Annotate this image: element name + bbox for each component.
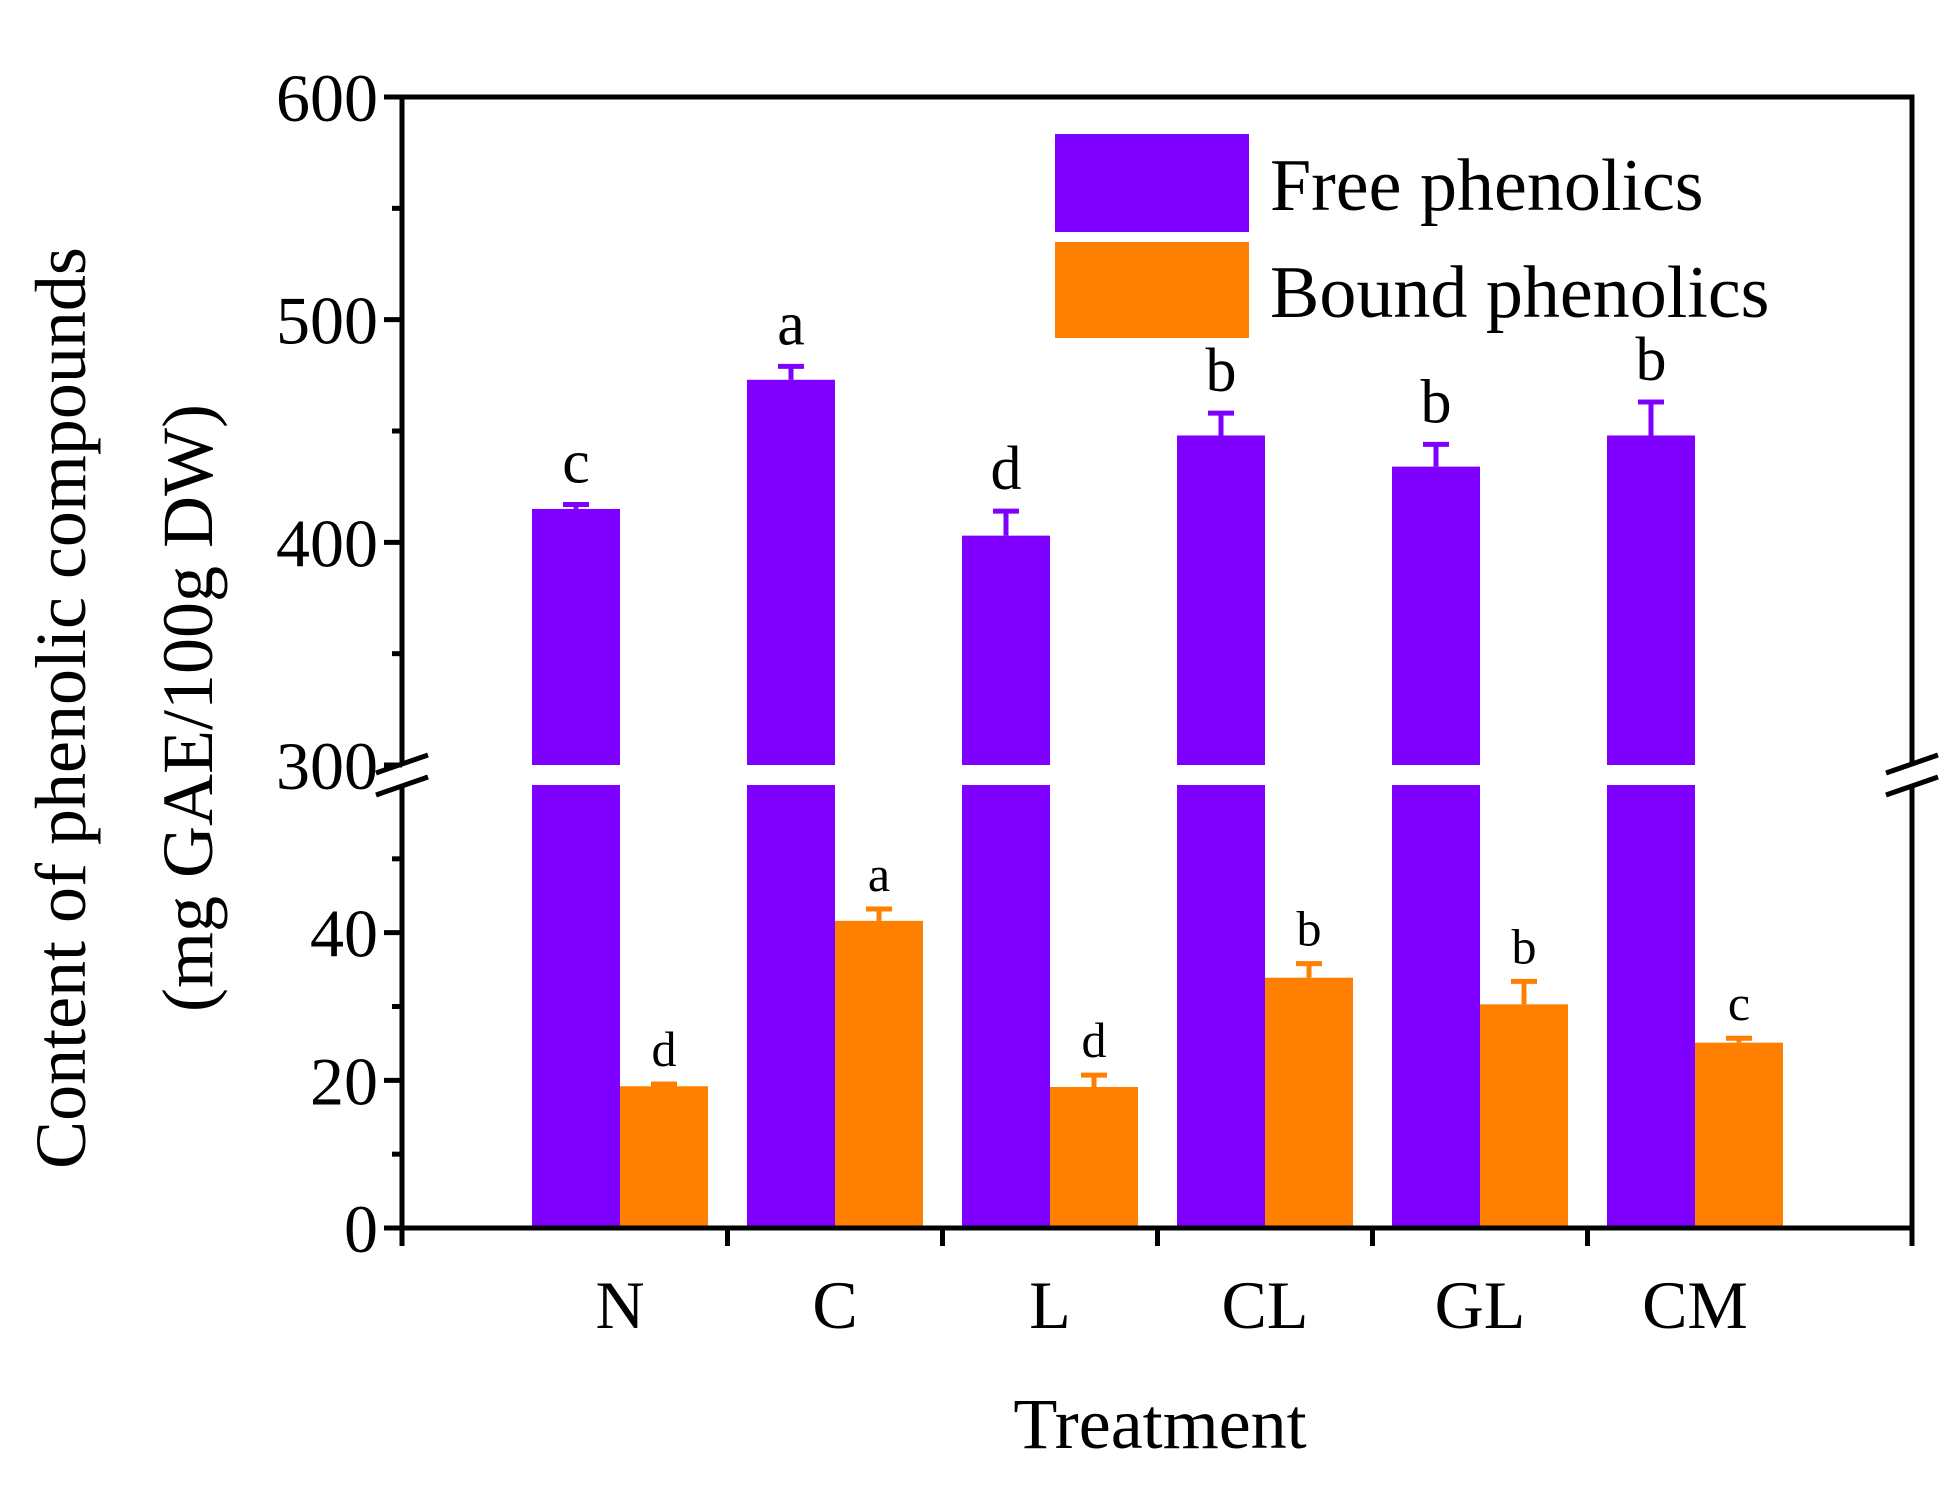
x-category-label-CL: CL	[1222, 1267, 1309, 1343]
y-axis-title-line1: Content of phenolic compounds	[21, 247, 101, 1169]
x-category-label-CM: CM	[1642, 1267, 1748, 1343]
bar-bound-N	[620, 1086, 708, 1228]
bar-free-N	[532, 508, 620, 1228]
break-gap-band	[405, 765, 1909, 785]
y-tick-label-300: 300	[276, 728, 378, 804]
y-tick-label-40: 40	[310, 896, 378, 972]
significance-label-free-N: c	[562, 428, 590, 496]
x-category-label-L: L	[1029, 1267, 1071, 1343]
error-bar-bound-CL	[1296, 961, 1322, 978]
error-bar-free-L	[993, 508, 1019, 536]
bar-free-CL	[1177, 435, 1265, 1228]
significance-label-free-C: a	[777, 290, 805, 358]
significance-label-free-GL: b	[1421, 368, 1452, 436]
error-bar-bound-N	[651, 1081, 677, 1087]
bar-free-L	[962, 535, 1050, 1228]
bar-bound-CM	[1695, 1042, 1783, 1228]
error-bar-bound-CM	[1726, 1035, 1752, 1043]
legend-swatch-free	[1055, 134, 1249, 232]
error-bar-free-CL	[1208, 410, 1234, 436]
y-tick-label-20: 20	[310, 1043, 378, 1119]
x-category-label-N: N	[595, 1267, 644, 1343]
axis-break-mark-right	[1885, 752, 1939, 798]
significance-label-bound-CM: c	[1728, 975, 1750, 1031]
error-bar-free-N	[563, 501, 589, 509]
x-axis-title: Treatment	[1013, 1384, 1306, 1464]
bar-free-C	[747, 379, 835, 1229]
legend-swatch-bound	[1055, 242, 1249, 338]
error-bar-bound-L	[1081, 1072, 1107, 1087]
x-category-label-C: C	[812, 1267, 857, 1343]
y-axis-title: Content of phenolic compounds (mg GAE/10…	[21, 247, 228, 1169]
significance-label-bound-C: a	[868, 846, 890, 902]
significance-label-free-CL: b	[1206, 337, 1237, 405]
bar-bound-C	[835, 920, 923, 1228]
error-bars-layer	[563, 363, 1752, 1087]
y-tick-label-400: 400	[276, 505, 378, 581]
y-axis-title-line2: (mg GAE/100g DW)	[148, 404, 228, 1012]
error-bar-bound-C	[866, 906, 892, 921]
bar-free-GL	[1392, 466, 1480, 1228]
y-tick-label-600: 600	[276, 60, 378, 136]
significance-label-free-CM: b	[1636, 326, 1667, 394]
significance-label-free-L: d	[991, 435, 1022, 503]
significance-label-bound-N: d	[652, 1021, 677, 1077]
error-bar-bound-GL	[1511, 978, 1537, 1005]
significance-label-bound-GL: b	[1512, 918, 1537, 974]
legend: Free phenolics Bound phenolics	[1055, 134, 1769, 338]
legend-label-bound: Bound phenolics	[1270, 252, 1769, 334]
bar-free-CM	[1607, 435, 1695, 1228]
y-tick-label-0: 0	[344, 1191, 378, 1267]
significance-label-bound-CL: b	[1297, 901, 1322, 957]
bar-bound-GL	[1480, 1004, 1568, 1228]
error-bar-free-C	[778, 363, 804, 380]
error-bar-free-GL	[1423, 441, 1449, 467]
axis-break-gap	[405, 765, 1909, 785]
bar-bound-CL	[1265, 977, 1353, 1228]
bar-bound-L	[1050, 1086, 1138, 1228]
ticks-layer	[384, 94, 1915, 1246]
x-category-label-GL: GL	[1435, 1267, 1526, 1343]
significance-label-bound-L: d	[1082, 1012, 1107, 1068]
bars-layer	[532, 379, 1783, 1229]
legend-label-free: Free phenolics	[1270, 145, 1704, 227]
y-tick-label-500: 500	[276, 283, 378, 359]
error-bar-free-CM	[1638, 399, 1664, 436]
